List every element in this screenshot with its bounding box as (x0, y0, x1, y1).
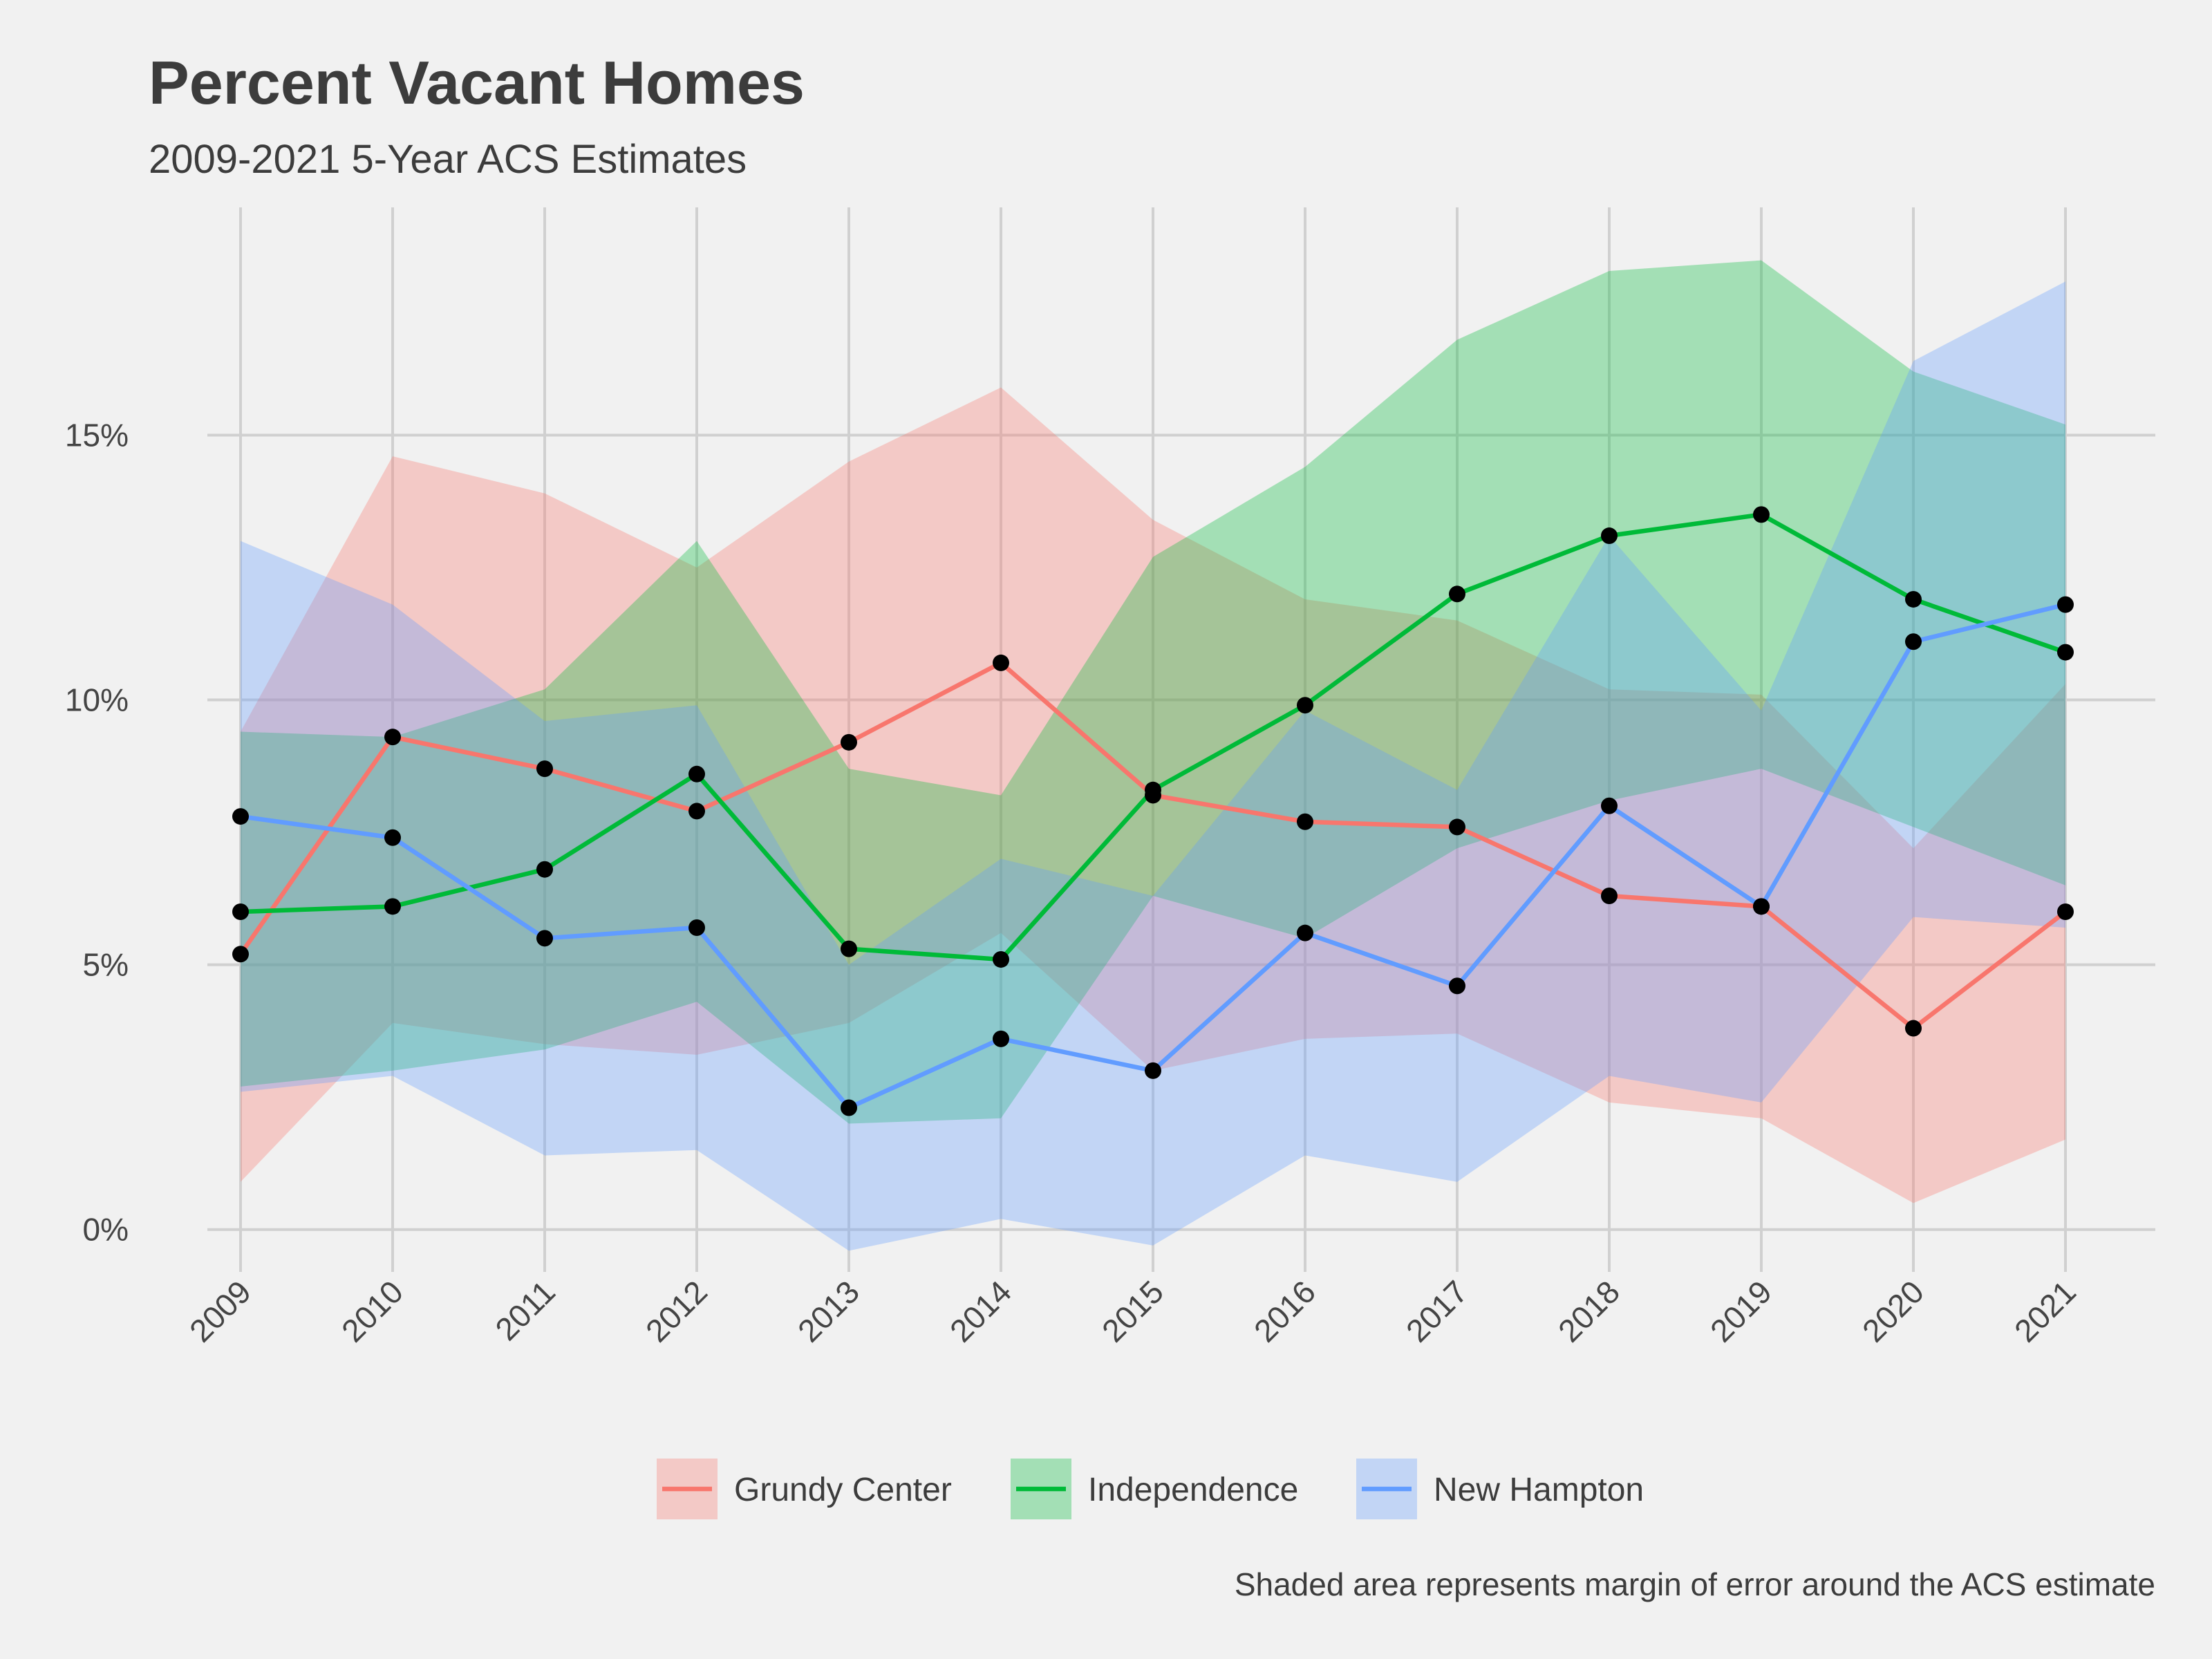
legend-item-grundy-center: Grundy Center (657, 1459, 952, 1519)
legend-item-independence: Independence (1011, 1459, 1298, 1519)
point-independence-2011 (536, 861, 553, 878)
point-new-hampton-2021 (2057, 596, 2074, 613)
point-grundy-center-2016 (1297, 813, 1313, 830)
point-new-hampton-2010 (384, 829, 401, 846)
point-independence-2014 (993, 950, 1009, 968)
point-new-hampton-2017 (1449, 977, 1465, 995)
point-new-hampton-2011 (536, 930, 553, 947)
x-tick-label: 2012 (639, 1273, 714, 1349)
point-new-hampton-2016 (1297, 924, 1313, 941)
point-grundy-center-2021 (2057, 903, 2074, 921)
x-tick-label: 2016 (1247, 1273, 1322, 1349)
legend: Grundy Center Independence New Hampton (657, 1459, 1644, 1519)
point-independence-2021 (2057, 644, 2074, 661)
x-tick-label: 2009 (182, 1273, 258, 1349)
point-independence-2017 (1449, 585, 1465, 603)
point-independence-2020 (1905, 590, 1922, 608)
point-independence-2010 (384, 898, 401, 915)
point-grundy-center-2009 (232, 946, 249, 963)
point-independence-2009 (232, 903, 249, 921)
point-new-hampton-2020 (1905, 633, 1922, 650)
point-grundy-center-2017 (1449, 818, 1465, 836)
chart-caption: Shaded area represents margin of error a… (1235, 1566, 2155, 1602)
point-grundy-center-2011 (536, 760, 553, 778)
x-tick-label: 2020 (1855, 1273, 1931, 1349)
ribbon-independence (241, 260, 2065, 1124)
x-tick-label: 2018 (1551, 1273, 1627, 1349)
point-new-hampton-2018 (1601, 797, 1618, 814)
legend-label-new-hampton: New Hampton (1434, 1472, 1644, 1508)
point-grundy-center-2014 (993, 654, 1009, 671)
point-grundy-center-2018 (1601, 888, 1618, 905)
point-grundy-center-2012 (688, 803, 705, 820)
point-independence-2016 (1297, 697, 1313, 714)
legend-label-grundy-center: Grundy Center (734, 1472, 952, 1508)
point-new-hampton-2019 (1753, 898, 1770, 915)
point-independence-2013 (841, 940, 857, 957)
x-tick-label: 2011 (488, 1273, 562, 1347)
chart-subtitle: 2009-2021 5-Year ACS Estimates (149, 137, 747, 182)
x-tick-label: 2021 (2007, 1273, 2083, 1349)
data-points (232, 506, 2074, 1116)
point-independence-2018 (1601, 527, 1618, 545)
point-new-hampton-2014 (993, 1030, 1009, 1047)
chart-title: Percent Vacant Homes (149, 48, 805, 117)
y-tick-label: 5% (83, 947, 129, 983)
y-tick-label: 15% (65, 417, 129, 453)
legend-label-independence: Independence (1088, 1472, 1298, 1508)
point-grundy-center-2013 (841, 733, 857, 751)
point-grundy-center-2010 (384, 729, 401, 746)
ribbon-new-hampton (241, 281, 2065, 1251)
point-independence-2012 (688, 765, 705, 782)
point-new-hampton-2009 (232, 808, 249, 825)
point-independence-2015 (1145, 781, 1161, 798)
y-tick-label: 0% (83, 1212, 129, 1248)
x-tick-label: 2017 (1399, 1273, 1474, 1349)
point-grundy-center-2020 (1905, 1020, 1922, 1037)
y-tick-label: 10% (65, 682, 129, 718)
x-axis-ticks: 2009 2010 2011 2012 2013 2014 2015 2016 2017 2018… (182, 1273, 2083, 1349)
x-tick-label: 2010 (335, 1273, 410, 1349)
point-new-hampton-2013 (841, 1099, 857, 1116)
x-tick-label: 2013 (791, 1273, 866, 1349)
point-new-hampton-2015 (1145, 1062, 1161, 1079)
grid (207, 207, 2155, 1272)
x-tick-label: 2015 (1095, 1273, 1170, 1349)
point-new-hampton-2012 (688, 919, 705, 936)
x-tick-label: 2019 (1703, 1273, 1779, 1349)
y-axis-ticks: 0% 5% 10% 15% (65, 417, 129, 1247)
legend-item-new-hampton: New Hampton (1356, 1459, 1644, 1519)
x-tick-label: 2014 (943, 1273, 1018, 1349)
point-independence-2019 (1753, 506, 1770, 523)
